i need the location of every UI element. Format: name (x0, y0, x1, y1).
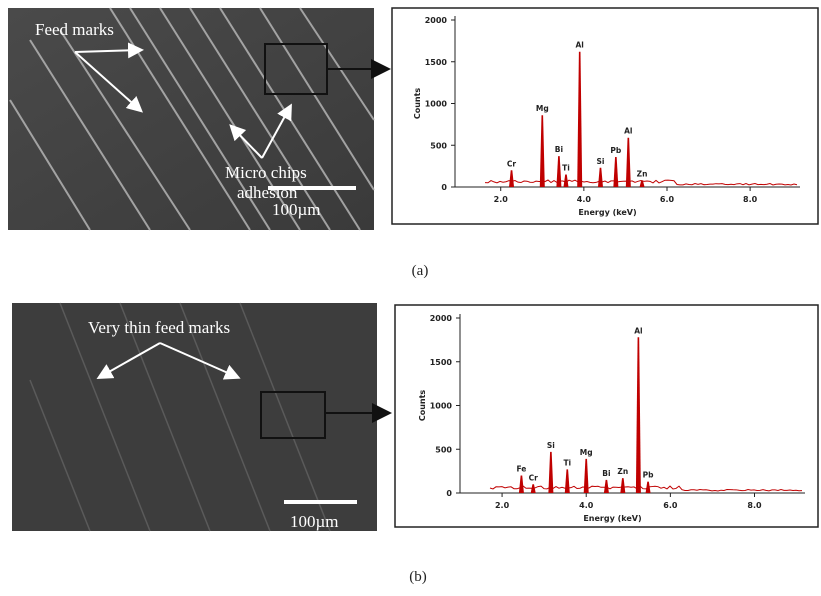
y-tick-label: 1500 (425, 58, 448, 67)
peak-label: Bi (555, 145, 563, 154)
y-tick-label: 2000 (430, 314, 453, 323)
scale-bar-label: 100µm (290, 512, 339, 531)
x-tick-label: 8.0 (743, 195, 758, 204)
sem-image-b: Very thin feed marks 100µm (12, 303, 388, 531)
y-tick-label: 1000 (425, 100, 448, 109)
peak-label: Zn (617, 467, 628, 476)
annotation: Feed marks (35, 20, 114, 39)
caption: (a) (412, 263, 429, 279)
scale-bar-label: 100µm (272, 200, 321, 219)
y-axis-label: Counts (418, 390, 427, 422)
y-tick-label: 1500 (430, 358, 453, 367)
x-tick-label: 6.0 (660, 195, 675, 204)
annotation: Very thin feed marks (88, 318, 230, 337)
x-axis-label: Energy (keV) (578, 208, 636, 217)
y-tick-label: 2000 (425, 16, 448, 25)
x-tick-label: 4.0 (577, 195, 592, 204)
y-tick-label: 1000 (430, 402, 453, 411)
y-axis-label: Counts (413, 88, 422, 120)
peak-label: Cr (529, 473, 539, 482)
y-tick-label: 0 (441, 183, 447, 192)
y-tick-label: 0 (446, 489, 452, 498)
peak-label: Mg (580, 448, 593, 457)
peak-label: Al (576, 41, 584, 50)
sem-image-a: Feed marks Micro chips adhesion 100µm (8, 8, 387, 230)
peak-label: Pb (643, 471, 654, 480)
x-tick-label: 2.0 (494, 195, 509, 204)
peak-label: Zn (637, 169, 648, 178)
peak-label: Ti (563, 458, 571, 467)
peak-label: Ti (562, 163, 570, 172)
y-tick-label: 500 (435, 445, 452, 454)
x-tick-label: 2.0 (495, 501, 510, 510)
peak-label: Bi (602, 469, 610, 478)
peak-label: Si (547, 441, 555, 450)
x-axis-label: Energy (keV) (583, 514, 641, 523)
peak-label: Si (596, 157, 604, 166)
annotation: Micro chips (225, 163, 307, 182)
peak-label: Pb (610, 146, 621, 155)
spectrum-frame (392, 8, 818, 224)
peak-label: Cr (507, 159, 517, 168)
x-tick-label: 6.0 (663, 501, 678, 510)
peak-label: Al (634, 326, 642, 335)
peak-label: Al (624, 127, 632, 136)
x-tick-label: 4.0 (579, 501, 594, 510)
caption: (b) (409, 569, 427, 585)
x-tick-label: 8.0 (747, 501, 762, 510)
y-tick-label: 500 (430, 141, 447, 150)
peak-label: Fe (516, 465, 526, 474)
peak-label: Mg (536, 104, 549, 113)
